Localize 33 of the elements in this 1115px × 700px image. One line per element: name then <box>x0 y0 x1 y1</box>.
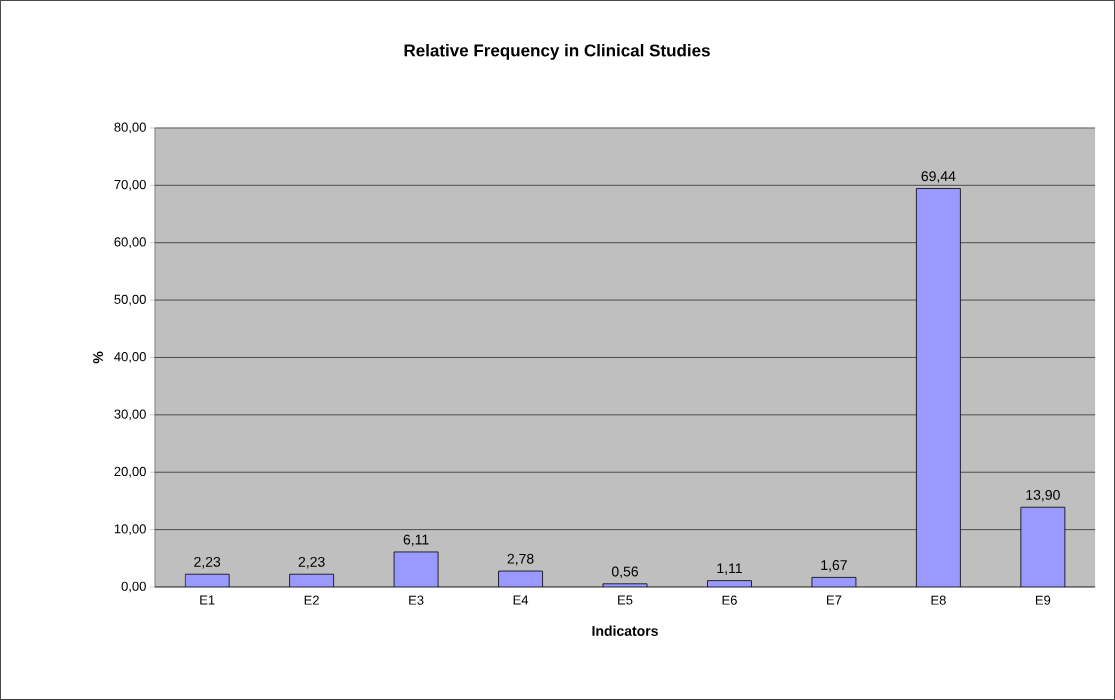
y-tick-label: 20,00 <box>114 466 146 478</box>
x-tick-label: E4 <box>513 595 529 605</box>
x-tick-label: E9 <box>1035 595 1051 605</box>
y-tick-label: 60,00 <box>114 237 146 249</box>
data-label: 69,44 <box>921 171 956 183</box>
x-tick-label: E1 <box>200 595 215 605</box>
bar <box>393 551 439 588</box>
y-tick-label: 30,00 <box>114 409 146 421</box>
x-tick-label: E8 <box>931 595 946 605</box>
data-label: 6,11 <box>403 534 429 547</box>
y-axis-title: % <box>93 351 103 364</box>
y-tick-label: 50,00 <box>114 294 146 306</box>
data-label: 2,23 <box>298 556 325 569</box>
x-axis-title: Indicators <box>592 625 658 636</box>
bar <box>1020 506 1066 588</box>
data-label: 1,11 <box>717 563 742 575</box>
data-label: 2,78 <box>507 553 534 566</box>
y-tick-label: 80,00 <box>114 122 146 134</box>
bar <box>915 188 961 588</box>
x-tick-label: E3 <box>409 595 424 605</box>
y-tick-label: 0,00 <box>121 581 146 593</box>
data-label: 1,67 <box>821 560 847 572</box>
x-tick-label: E6 <box>722 595 737 605</box>
data-label: 0,56 <box>611 566 639 579</box>
data-label: 13,90 <box>1026 489 1060 502</box>
x-tick-label: E7 <box>827 595 842 605</box>
x-tick-label: E2 <box>304 595 319 605</box>
y-tick-label: 40,00 <box>114 352 146 363</box>
y-tick-label: 70,00 <box>114 179 146 191</box>
y-tick-label: 10,00 <box>114 524 146 536</box>
chart-title: Relative Frequency in Clinical Studies <box>404 44 710 60</box>
x-tick-label: E5 <box>618 595 633 605</box>
data-label: 2,23 <box>194 556 221 569</box>
